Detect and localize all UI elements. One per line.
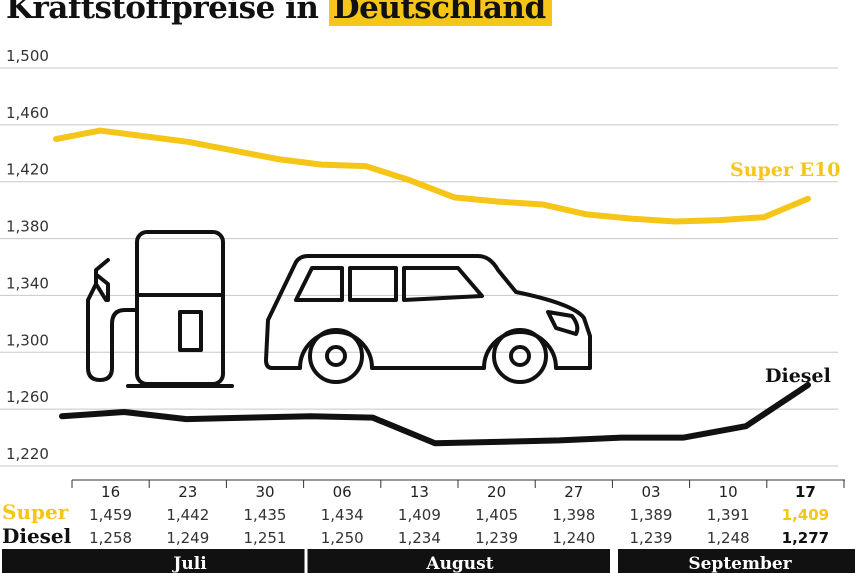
row-label-diesel: Diesel [2, 524, 72, 548]
chart-title: Kraftstoffpreise in Deutschland [6, 0, 552, 26]
data-label: 1,277 [782, 529, 829, 547]
x-tick-label: 20 [487, 483, 506, 501]
x-tick-label: 23 [178, 483, 197, 501]
month-label-juli: Juli [171, 554, 207, 573]
data-label: 1,249 [166, 529, 209, 547]
data-label: 1,434 [321, 506, 364, 524]
month-bars: Juli August September [2, 549, 855, 573]
data-label: 1,442 [166, 506, 209, 524]
series-line-super-e10 [53, 127, 811, 225]
series-lines [53, 127, 811, 447]
y-tick-label: 1,340 [6, 274, 49, 292]
x-tick-label: 10 [719, 483, 738, 501]
data-label: 1,398 [552, 506, 595, 524]
data-label: 1,391 [707, 506, 750, 524]
y-tick-label: 1,420 [6, 161, 49, 179]
data-label: 1,248 [707, 529, 750, 547]
car-icon [264, 254, 592, 384]
data-label: 1,389 [630, 506, 673, 524]
data-label: 1,240 [552, 529, 595, 547]
data-label: 1,234 [398, 529, 441, 547]
data-label: 1,459 [89, 506, 132, 524]
y-tick-label: 1,460 [6, 104, 49, 122]
y-tick-label: 1,500 [6, 47, 49, 65]
x-tick-label: 27 [564, 483, 583, 501]
title-text: Kraftstoffpreise in [6, 0, 329, 26]
y-axis-ticks: 1,220 1,260 1,300 1,340 1,380 1,420 1,460 1,500 [6, 47, 49, 463]
month-bar-september [618, 549, 855, 573]
y-tick-label: 1,220 [6, 445, 49, 463]
x-tick-label: 03 [641, 483, 660, 501]
data-label: 1,239 [630, 529, 673, 547]
month-label-september: September [688, 554, 792, 573]
series-label-diesel: Diesel [765, 365, 831, 387]
data-label: 1,409 [398, 506, 441, 524]
x-tick-label: 16 [101, 483, 120, 501]
data-label: 1,250 [321, 529, 364, 547]
month-label-august: August [425, 554, 493, 573]
row-label-super: Super [2, 500, 69, 524]
data-label: 1,251 [244, 529, 287, 547]
x-axis: 16 23 30 06 13 20 27 03 10 17 [71, 479, 845, 501]
data-label: 1,239 [475, 529, 518, 547]
y-tick-label: 1,260 [6, 388, 49, 406]
fuel-pump-icon [86, 230, 234, 388]
series-label-super-e10: Super E10 [730, 159, 840, 181]
data-label: 1,405 [475, 506, 518, 524]
y-tick-label: 1,300 [6, 331, 49, 349]
x-tick-label: 06 [333, 483, 352, 501]
data-label: 1,435 [244, 506, 287, 524]
month-bar-august [310, 549, 610, 573]
data-label: 1,409 [782, 506, 829, 524]
x-tick-label: 30 [255, 483, 274, 501]
value-table: 1,459 1,442 1,435 1,434 1,409 1,405 1,398 1,389… [89, 506, 829, 547]
y-tick-label: 1,380 [6, 218, 49, 236]
x-tick-label: 17 [795, 483, 816, 501]
data-label: 1,258 [89, 529, 132, 547]
title-highlight: Deutschland [328, 0, 552, 26]
series-line-diesel [59, 381, 811, 447]
x-tick-label: 13 [410, 483, 429, 501]
